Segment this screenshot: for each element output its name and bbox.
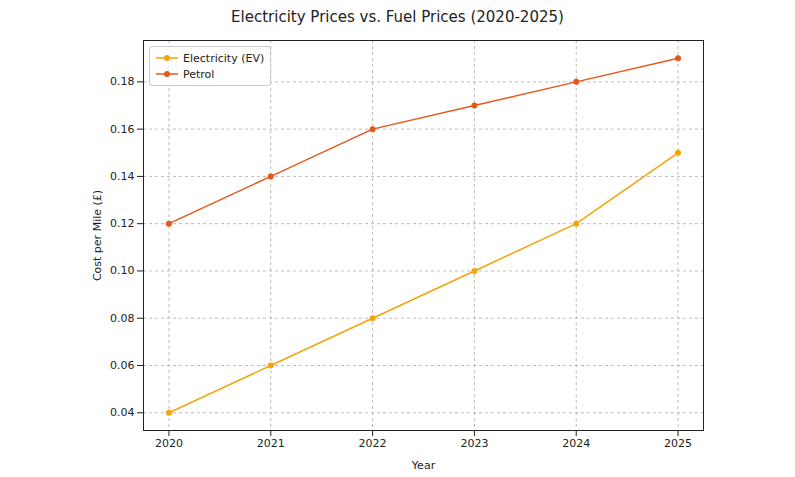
- svg-text:2021: 2021: [257, 437, 285, 450]
- svg-text:2025: 2025: [664, 437, 692, 450]
- html-text:Electricity (EV): Electricity (EV): [183, 51, 265, 65]
- svg-text:0.04: 0.04: [110, 406, 135, 419]
- html-text:Petrol: Petrol: [183, 67, 215, 81]
- svg-text:Year: Year: [411, 459, 436, 472]
- svg-text:0.08: 0.08: [110, 312, 135, 325]
- html-text:Electricity Prices vs. Fuel Pr: Electricity Prices vs. Fuel Prices (2020…: [231, 8, 564, 26]
- svg-text:2022: 2022: [359, 437, 387, 450]
- svg-text:2024: 2024: [562, 437, 590, 450]
- svg-text:0.16: 0.16: [110, 123, 135, 136]
- svg-text:0.18: 0.18: [110, 75, 135, 88]
- svg-text:0.12: 0.12: [110, 217, 135, 230]
- svg-text:2020: 2020: [155, 437, 183, 450]
- svg-text:2023: 2023: [460, 437, 488, 450]
- svg-text:0.14: 0.14: [110, 170, 135, 183]
- svg-text:Cost per Mile (£): Cost per Mile (£): [91, 190, 104, 281]
- svg-text:0.06: 0.06: [110, 359, 135, 372]
- svg-text:0.10: 0.10: [110, 264, 135, 277]
